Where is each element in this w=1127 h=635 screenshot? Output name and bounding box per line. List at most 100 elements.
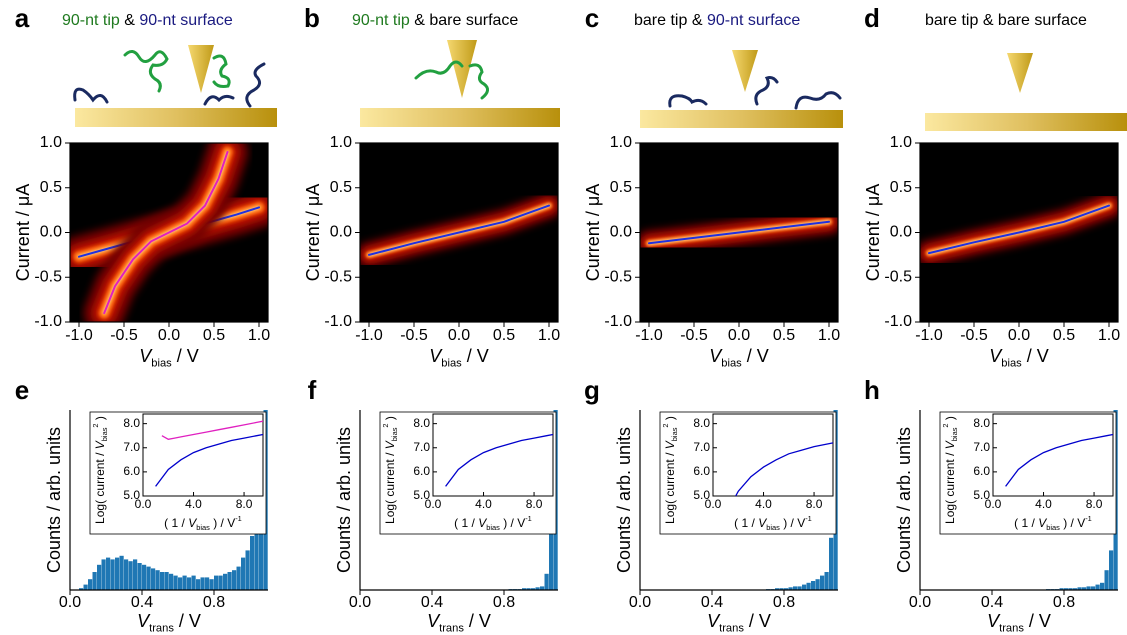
panel-letter: e bbox=[15, 375, 29, 405]
x-axis-label-part: V bbox=[427, 611, 441, 631]
dna bbox=[468, 63, 489, 100]
x-axis-label: Vbias / V bbox=[709, 346, 769, 370]
bar bbox=[128, 561, 133, 590]
inset-x-label-part: bias bbox=[196, 523, 210, 532]
inset-y-tick-label: 8.0 bbox=[973, 416, 990, 430]
x-axis-label-part: bias bbox=[441, 357, 462, 369]
dna bbox=[754, 76, 779, 106]
x-tick-label: -1.0 bbox=[635, 327, 663, 344]
y-axis-label: Current / μA bbox=[13, 184, 33, 281]
inset-x-label: ( 1 / Vbias ) / V-1 bbox=[1014, 514, 1092, 532]
y-tick-label: 1.0 bbox=[40, 134, 62, 151]
dna bbox=[73, 87, 109, 104]
bar bbox=[187, 577, 192, 590]
bar bbox=[151, 568, 156, 590]
x-axis-label: Vbias / V bbox=[989, 346, 1049, 370]
inset-y-tick-label: 8.0 bbox=[413, 416, 430, 430]
inset-x-label-part: bias bbox=[486, 523, 500, 532]
x-axis-label: Vbias / V bbox=[139, 346, 199, 370]
inset-x-tick-label: 8.0 bbox=[526, 497, 543, 511]
inset-y-label-part: bias bbox=[670, 427, 679, 441]
y-axis-label: Counts / arb. units bbox=[334, 427, 354, 573]
bar bbox=[526, 588, 531, 590]
inset-y-label: Log( current / Vbias2 ) bbox=[661, 416, 679, 524]
x-tick-label: 0.8 bbox=[1053, 594, 1075, 611]
inset-y-tick-label: 8.0 bbox=[693, 416, 710, 430]
bar bbox=[124, 559, 129, 590]
panel-letter: a bbox=[15, 3, 30, 33]
x-axis-label-part: bias bbox=[1001, 357, 1022, 369]
x-tick-label: -0.5 bbox=[110, 327, 138, 344]
y-tick-label: -0.5 bbox=[34, 268, 62, 285]
inset-y-label-part: V bbox=[383, 440, 397, 449]
x-tick-label: 0.8 bbox=[773, 594, 795, 611]
bar bbox=[549, 487, 554, 590]
y-axis-label: Counts / arb. units bbox=[894, 427, 914, 573]
inset-x-tick-label: 0.0 bbox=[135, 497, 152, 511]
panel-title-part: 90-nt surface bbox=[707, 12, 800, 29]
x-axis-label: Vtrans / V bbox=[707, 611, 771, 635]
inset-y-label: Log( current / Vbias2 ) bbox=[941, 416, 959, 524]
x-axis-label-part: bias bbox=[721, 357, 742, 369]
inset-y-label-part: bias bbox=[950, 427, 959, 441]
x-axis-label-part: trans bbox=[439, 622, 464, 634]
annotation: 2100 curves bbox=[650, 154, 748, 174]
bar bbox=[824, 572, 829, 590]
inset-y-label-part: Log( current / bbox=[663, 449, 677, 524]
inset-y-label-part: 2 bbox=[661, 423, 670, 427]
x-tick-label: 0.0 bbox=[728, 327, 750, 344]
inset-y-label-part: ) bbox=[943, 416, 957, 423]
panel-letter: b bbox=[304, 3, 320, 33]
x-tick-label: -0.5 bbox=[680, 327, 708, 344]
inset-x-tick-label: 0.0 bbox=[705, 497, 722, 511]
inset-x-label-part: ( 1 / bbox=[1014, 516, 1038, 530]
x-tick-label: 0.0 bbox=[59, 594, 81, 611]
panel-letter: g bbox=[584, 375, 600, 405]
y-axis-label-part: Counts / arb. units bbox=[894, 427, 914, 573]
bar bbox=[522, 588, 527, 590]
inset-x-label-part: ( 1 / bbox=[164, 516, 188, 530]
inset-y-tick-label: 6.0 bbox=[413, 464, 430, 478]
x-tick-label: 0.8 bbox=[493, 594, 515, 611]
inset-frame bbox=[712, 413, 834, 497]
inset-frame bbox=[992, 413, 1114, 497]
y-tick-label: -1.0 bbox=[324, 313, 352, 330]
panel-title: 90-nt tip & bare surface bbox=[352, 12, 518, 29]
x-tick-label: -1.0 bbox=[915, 327, 943, 344]
bar bbox=[775, 588, 780, 590]
inset-y-tick-label: 5.0 bbox=[973, 488, 990, 502]
bar bbox=[245, 550, 250, 590]
inset-y-tick-label: 7.0 bbox=[973, 440, 990, 454]
tip bbox=[447, 40, 477, 98]
y-tick-label: 0.5 bbox=[40, 179, 62, 196]
y-axis-label: Counts / arb. units bbox=[44, 427, 64, 573]
x-tick-label: 0.5 bbox=[773, 327, 795, 344]
x-tick-label: 1.0 bbox=[248, 327, 270, 344]
y-axis-label-part: Counts / arb. units bbox=[614, 427, 634, 573]
inset-line bbox=[1005, 433, 1114, 487]
inset-x-tick-label: 8.0 bbox=[1086, 497, 1103, 511]
bar bbox=[254, 509, 259, 590]
inset-line bbox=[445, 433, 554, 487]
inset-y-tick-label: 7.0 bbox=[693, 440, 710, 454]
inset-y-tick-label: 6.0 bbox=[123, 464, 140, 478]
y-axis-label-part: Counts / arb. units bbox=[334, 427, 354, 573]
inset-x-label-part: ( 1 / bbox=[454, 516, 478, 530]
bar bbox=[1091, 586, 1096, 590]
surface bbox=[75, 108, 277, 127]
panel-title-part: 90-nt tip bbox=[352, 12, 410, 29]
bar bbox=[250, 536, 255, 590]
inset-background bbox=[379, 411, 557, 535]
y-tick-label: 0.5 bbox=[330, 179, 352, 196]
bar bbox=[1077, 587, 1082, 590]
density-map bbox=[920, 192, 1118, 267]
x-tick-label: 0.4 bbox=[421, 594, 443, 611]
x-axis-label-part: V bbox=[429, 346, 443, 366]
mean-line bbox=[368, 204, 550, 256]
inset-x-tick-label: 4.0 bbox=[475, 497, 492, 511]
bar bbox=[802, 584, 807, 590]
mean-line bbox=[648, 220, 830, 245]
bar bbox=[223, 573, 228, 590]
x-axis-label-part: / V bbox=[1024, 611, 1051, 631]
